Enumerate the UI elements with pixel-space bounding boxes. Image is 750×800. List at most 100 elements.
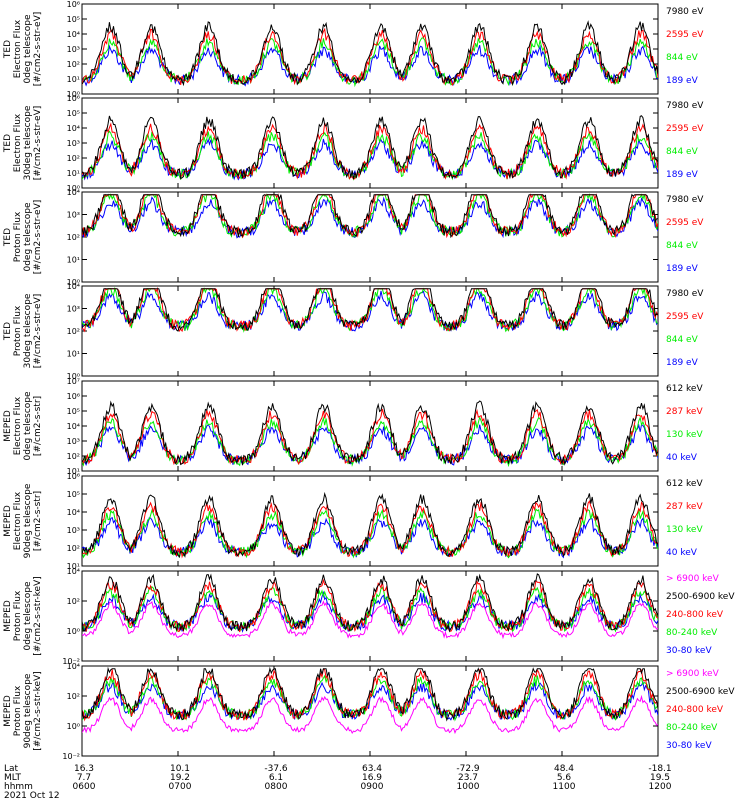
legend-entry: 189 eV — [666, 264, 699, 274]
y-axis-label-line: 0deg telescope — [23, 202, 33, 272]
legend-entry: 844 eV — [666, 241, 699, 251]
series-layer — [82, 400, 658, 468]
ephemeris-value: 0900 — [361, 782, 384, 792]
y-axis-label-line: MEPED — [3, 505, 13, 537]
y-axis-label-line: [#/cm2-s-str-eV] — [33, 12, 43, 87]
legend-entry: 30-80 keV — [666, 741, 712, 751]
panel-7: 10⁴ 10² 10⁰ 10⁻² MEPED Proton Flux 0deg telesc… — [3, 567, 735, 666]
ephemeris-value: 48.4 — [554, 764, 574, 774]
y-tick-label: 10² — [67, 452, 80, 461]
y-tick-label: 10² — [67, 327, 80, 336]
y-tick-label: 10⁴ — [67, 30, 80, 39]
y-tick-label: 10¹ — [67, 350, 80, 359]
ephemeris-value: 1000 — [457, 782, 480, 792]
y-axis-label-line: 90deg telescope — [23, 483, 33, 558]
series-black — [82, 288, 658, 332]
panel-8: 10⁴ 10² 10⁰ 10⁻² MEPED Proton Flux 90deg teles… — [3, 662, 735, 761]
y-tick-label: 10⁰ — [67, 278, 80, 287]
y-axis-label-line: TED — [3, 134, 13, 153]
y-tick-label: 10⁰ — [67, 627, 80, 636]
y-axis-label-line: 30deg telescope — [23, 293, 33, 368]
y-tick-label: 10⁶ — [67, 472, 80, 481]
y-tick-label: 10¹ — [67, 75, 80, 84]
ephemeris-value: 6.1 — [269, 773, 283, 783]
y-axis-label: MEPED Electron Flux 90deg telescope [#/cm2-… — [3, 483, 43, 558]
date-label: 2021 Oct 12 — [4, 791, 60, 800]
y-tick-label: 10⁶ — [67, 94, 80, 103]
y-axis-label-line: Proton Flux — [13, 305, 23, 356]
y-tick-label: 10⁴ — [67, 188, 80, 197]
y-axis-label: MEPED Proton Flux 0deg telescope [#/cm2-s-s… — [3, 576, 43, 655]
ephemeris-value: 0800 — [265, 782, 288, 792]
y-tick-label: 10⁶ — [67, 0, 80, 9]
y-tick-label: 10⁴ — [67, 422, 80, 431]
panels-layer: 10⁶ 10⁵ 10⁴ 10³ 10² 10¹ 10⁰ TED Electron Flux 0de… — [3, 0, 735, 761]
y-tick-label: 10⁷ — [67, 377, 80, 386]
legend-entry: 844 eV — [666, 147, 699, 157]
series-layer — [82, 666, 658, 735]
ephemeris-value: 1200 — [649, 782, 672, 792]
ephemeris-value: -37.6 — [264, 764, 288, 774]
y-axis-label: TED Proton Flux 30deg telescope [#/cm2-s-st… — [3, 293, 43, 368]
y-axis-label-line: MEPED — [3, 410, 13, 442]
legend-entry: 2595 eV — [666, 218, 704, 228]
y-tick-label: 10⁵ — [67, 490, 80, 499]
series-magenta — [82, 694, 658, 735]
y-tick-label: 10² — [67, 544, 80, 553]
y-axis-label-line: [#/cm2-s-str-eV] — [33, 294, 43, 369]
series-black — [82, 491, 658, 558]
y-axis-label-line: [#/cm2-s-str-eV] — [33, 200, 43, 275]
legend-entry: 189 eV — [666, 358, 699, 368]
y-axis-label-line: [#/cm2-s-str-keV] — [33, 671, 43, 750]
legend-entry: 2500-6900 keV — [666, 687, 735, 697]
ephemeris-value: 7.7 — [77, 773, 91, 783]
series-red — [82, 286, 658, 333]
y-axis-label: MEPED Electron Flux 0deg telescope [#/cm2-s… — [3, 391, 43, 461]
y-tick-label: 10⁰ — [67, 90, 80, 99]
legend-entry: 612 keV — [666, 479, 703, 489]
legend-entry: 130 keV — [666, 525, 703, 535]
legend-entry: 287 keV — [666, 407, 703, 417]
legend-entry: 240-800 keV — [666, 705, 724, 715]
y-tick-label: 10² — [67, 233, 80, 242]
ephemeris-row-label: Lat — [4, 764, 19, 774]
y-tick-label: 10¹ — [67, 467, 80, 476]
legend-entry: 7980 eV — [666, 101, 704, 111]
series-magenta — [82, 600, 658, 640]
legend-entry: 612 keV — [666, 384, 703, 394]
y-axis-label-line: 0deg telescope — [23, 14, 33, 84]
y-axis-label: TED Proton Flux 0deg telescope [#/cm2-s-str… — [3, 200, 43, 275]
legend-entry: 2595 eV — [666, 30, 704, 40]
y-tick-label: 10¹ — [67, 169, 80, 178]
ephemeris-value: -72.9 — [456, 764, 480, 774]
y-axis-label-line: Electron Flux — [13, 396, 23, 455]
panel-3: 10⁴ 10³ 10² 10¹ 10⁰ TED Proton Flux 0deg telesc… — [3, 188, 704, 287]
y-axis-label: MEPED Proton Flux 90deg telescope [#/cm2-s-… — [3, 671, 43, 750]
legend-entry: 2500-6900 keV — [666, 592, 735, 602]
y-tick-label: 10³ — [67, 139, 80, 148]
ephemeris-value: 16.3 — [74, 764, 94, 774]
y-tick-label: 10⁴ — [67, 124, 80, 133]
series-black — [82, 400, 658, 466]
y-axis-label-line: TED — [3, 228, 13, 247]
legend-entry: > 6900 keV — [666, 669, 720, 679]
y-tick-label: 10⁰ — [67, 722, 80, 731]
y-tick-label: 10⁴ — [67, 282, 80, 291]
ephemeris-value: 19.2 — [170, 773, 190, 783]
y-tick-label: 10² — [67, 154, 80, 163]
ephemeris-value: 1100 — [553, 782, 576, 792]
y-axis-label-line: [#/cm2-s-str-keV] — [33, 576, 43, 655]
panel-1: 10⁶ 10⁵ 10⁴ 10³ 10² 10¹ 10⁰ TED Electron Flux 0de… — [3, 0, 704, 99]
series-layer — [82, 491, 658, 559]
y-tick-label: 10⁵ — [67, 407, 80, 416]
y-tick-label: 10² — [67, 597, 80, 606]
y-tick-label: 10¹ — [67, 256, 80, 265]
y-tick-label: 10⁶ — [67, 392, 80, 401]
y-axis-label-line: Electron Flux — [13, 491, 23, 550]
y-tick-label: 10¹ — [67, 562, 80, 571]
legend-entry: 844 eV — [666, 53, 699, 63]
ephemeris-value: -18.1 — [648, 764, 671, 774]
legend-entry: 287 keV — [666, 502, 703, 512]
series-black — [82, 573, 658, 633]
